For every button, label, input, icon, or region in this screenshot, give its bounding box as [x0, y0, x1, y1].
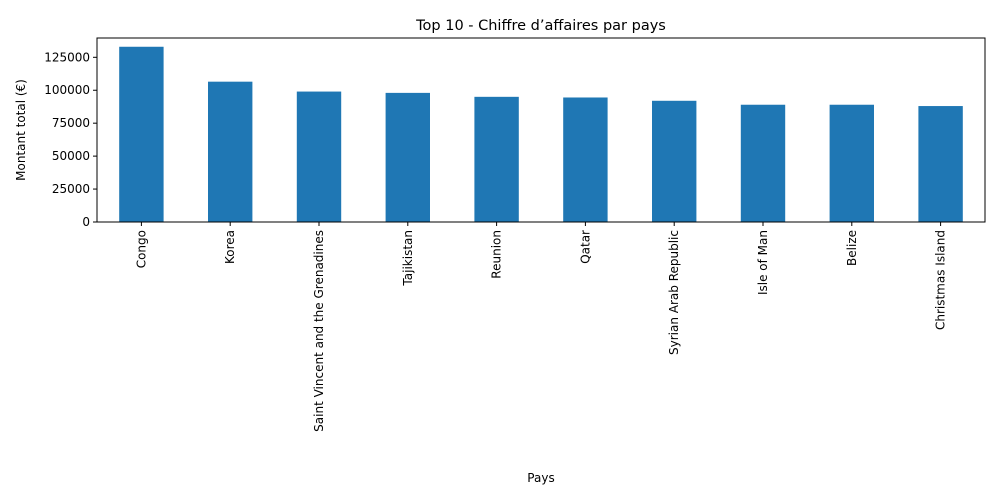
x-tick-label: Korea	[223, 230, 237, 264]
bar	[740, 104, 786, 222]
y-axis-title: Montant total (€)	[14, 79, 28, 181]
y-tick-label: 25000	[52, 182, 90, 196]
x-tick-label: Belize	[845, 230, 859, 266]
x-axis-ticks: Congo Korea Saint Vincent and the Grenadin…	[134, 222, 948, 432]
plot-frame	[96, 37, 986, 223]
bar	[563, 97, 608, 222]
x-tick-label: Qatar	[578, 230, 592, 264]
x-tick-label: Reunion	[490, 230, 504, 279]
x-tick-label: Saint Vincent and the Grenadines	[312, 230, 326, 432]
bars-group	[119, 46, 963, 223]
x-tick-label: Christmas Island	[934, 230, 948, 330]
bar	[208, 81, 253, 222]
x-tick-label: Tajikistan	[401, 230, 415, 287]
chart-title: Top 10 - Chiffre d’affaires par pays	[415, 18, 666, 34]
bar	[474, 96, 519, 222]
y-tick-label: 100000	[44, 83, 90, 97]
bar	[119, 46, 164, 223]
x-tick-label: Syrian Arab Republic	[667, 230, 681, 355]
x-axis-title: Pays	[527, 471, 554, 485]
y-tick-label: 75000	[52, 116, 90, 130]
bar	[652, 100, 697, 222]
y-axis-ticks: 0 25000 50000 75000 100000 125000	[44, 50, 97, 229]
y-tick-label: 50000	[52, 149, 90, 163]
bar	[296, 91, 342, 222]
x-tick-label: Congo	[134, 230, 148, 268]
y-tick-label: 125000	[44, 50, 90, 64]
x-tick-label: Isle of Man	[756, 230, 770, 295]
bar	[829, 104, 874, 222]
bar	[385, 92, 430, 222]
y-tick-label: 0	[82, 215, 90, 229]
bar	[918, 106, 963, 222]
